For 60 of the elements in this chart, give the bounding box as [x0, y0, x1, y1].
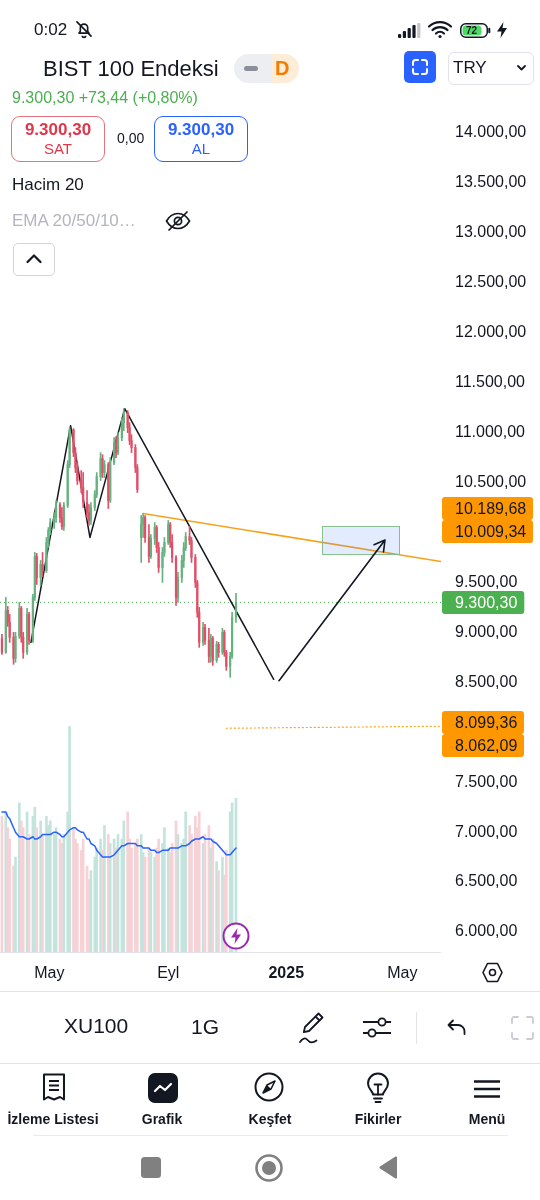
text: D	[275, 57, 290, 80]
annotation: 9.300,30	[24, 120, 92, 140]
y-tick-label: 6.500,00	[455, 872, 518, 890]
bar	[157, 838, 160, 952]
bar	[197, 811, 201, 952]
y-tick-label: 11.500,00	[455, 373, 526, 391]
y-tick-label: 14.000,00	[455, 123, 527, 141]
price-tag: 10.189,68	[442, 497, 534, 520]
battery-icon: 72	[460, 23, 491, 38]
bar	[163, 827, 166, 952]
bar	[68, 726, 71, 952]
x-tick-label: May	[34, 964, 65, 982]
bar	[35, 827, 39, 952]
x-tick-label: 2025	[268, 964, 305, 982]
text: İzleme Listesi	[7, 1111, 99, 1128]
bar	[136, 838, 139, 952]
text: 0:02	[34, 20, 68, 40]
y-tick-label: 8.500,00	[455, 672, 518, 690]
text: Menü	[468, 1111, 506, 1128]
x-tick-label: Eyl	[157, 964, 180, 982]
text: 1G	[191, 1015, 220, 1040]
chart-subtitle: 9.300,30 +73,44 (+0,80%)	[12, 89, 198, 108]
chart-title: Hacim 20	[12, 175, 84, 195]
price-tag: 8.099,36	[442, 711, 525, 734]
price-tag: 8.062,09	[442, 734, 525, 757]
text: Fikirler	[354, 1111, 402, 1128]
y-tick-label: 9.000,00	[455, 622, 518, 640]
bar	[217, 870, 220, 952]
y-tick-label: 13.500,00	[455, 173, 527, 191]
annotation: AL	[191, 140, 211, 158]
y-tick-label: 11.000,00	[455, 423, 526, 441]
bar	[108, 843, 112, 952]
y-tick-label: 7.000,00	[455, 822, 518, 840]
bar	[76, 843, 79, 952]
bar	[184, 811, 188, 952]
text: Grafik	[141, 1111, 183, 1128]
ref-line-label: 9.300,30	[455, 593, 518, 611]
annotation: 0,00	[117, 130, 145, 147]
bar	[48, 820, 52, 952]
price-tag: 10.009,34	[442, 520, 534, 543]
y-tick-label: 7.500,00	[455, 772, 518, 790]
annotation: 9.300,30	[167, 120, 235, 140]
y-tick-label: 9.500,00	[455, 572, 518, 590]
bar	[122, 820, 126, 952]
y-tick-label: 13.000,00	[455, 223, 527, 241]
y-tick-label: 12.500,00	[455, 273, 527, 291]
bar	[41, 834, 44, 952]
annotation: EMA 20/50/10…	[12, 211, 136, 231]
annotation: SAT	[43, 140, 73, 158]
text: XU100	[64, 1014, 129, 1039]
y-tick-label: 12.000,00	[455, 323, 527, 341]
bar	[224, 849, 228, 952]
y-tick-label: 6.000,00	[455, 922, 518, 940]
x-tick-label: May	[387, 964, 418, 982]
text: TRY	[453, 58, 487, 78]
y-tick-label: 10.500,00	[455, 472, 527, 490]
bar	[103, 825, 106, 952]
bar	[81, 838, 85, 952]
text: Keşfet	[248, 1111, 292, 1128]
chart-title: BIST 100 Endeksi	[43, 56, 219, 82]
